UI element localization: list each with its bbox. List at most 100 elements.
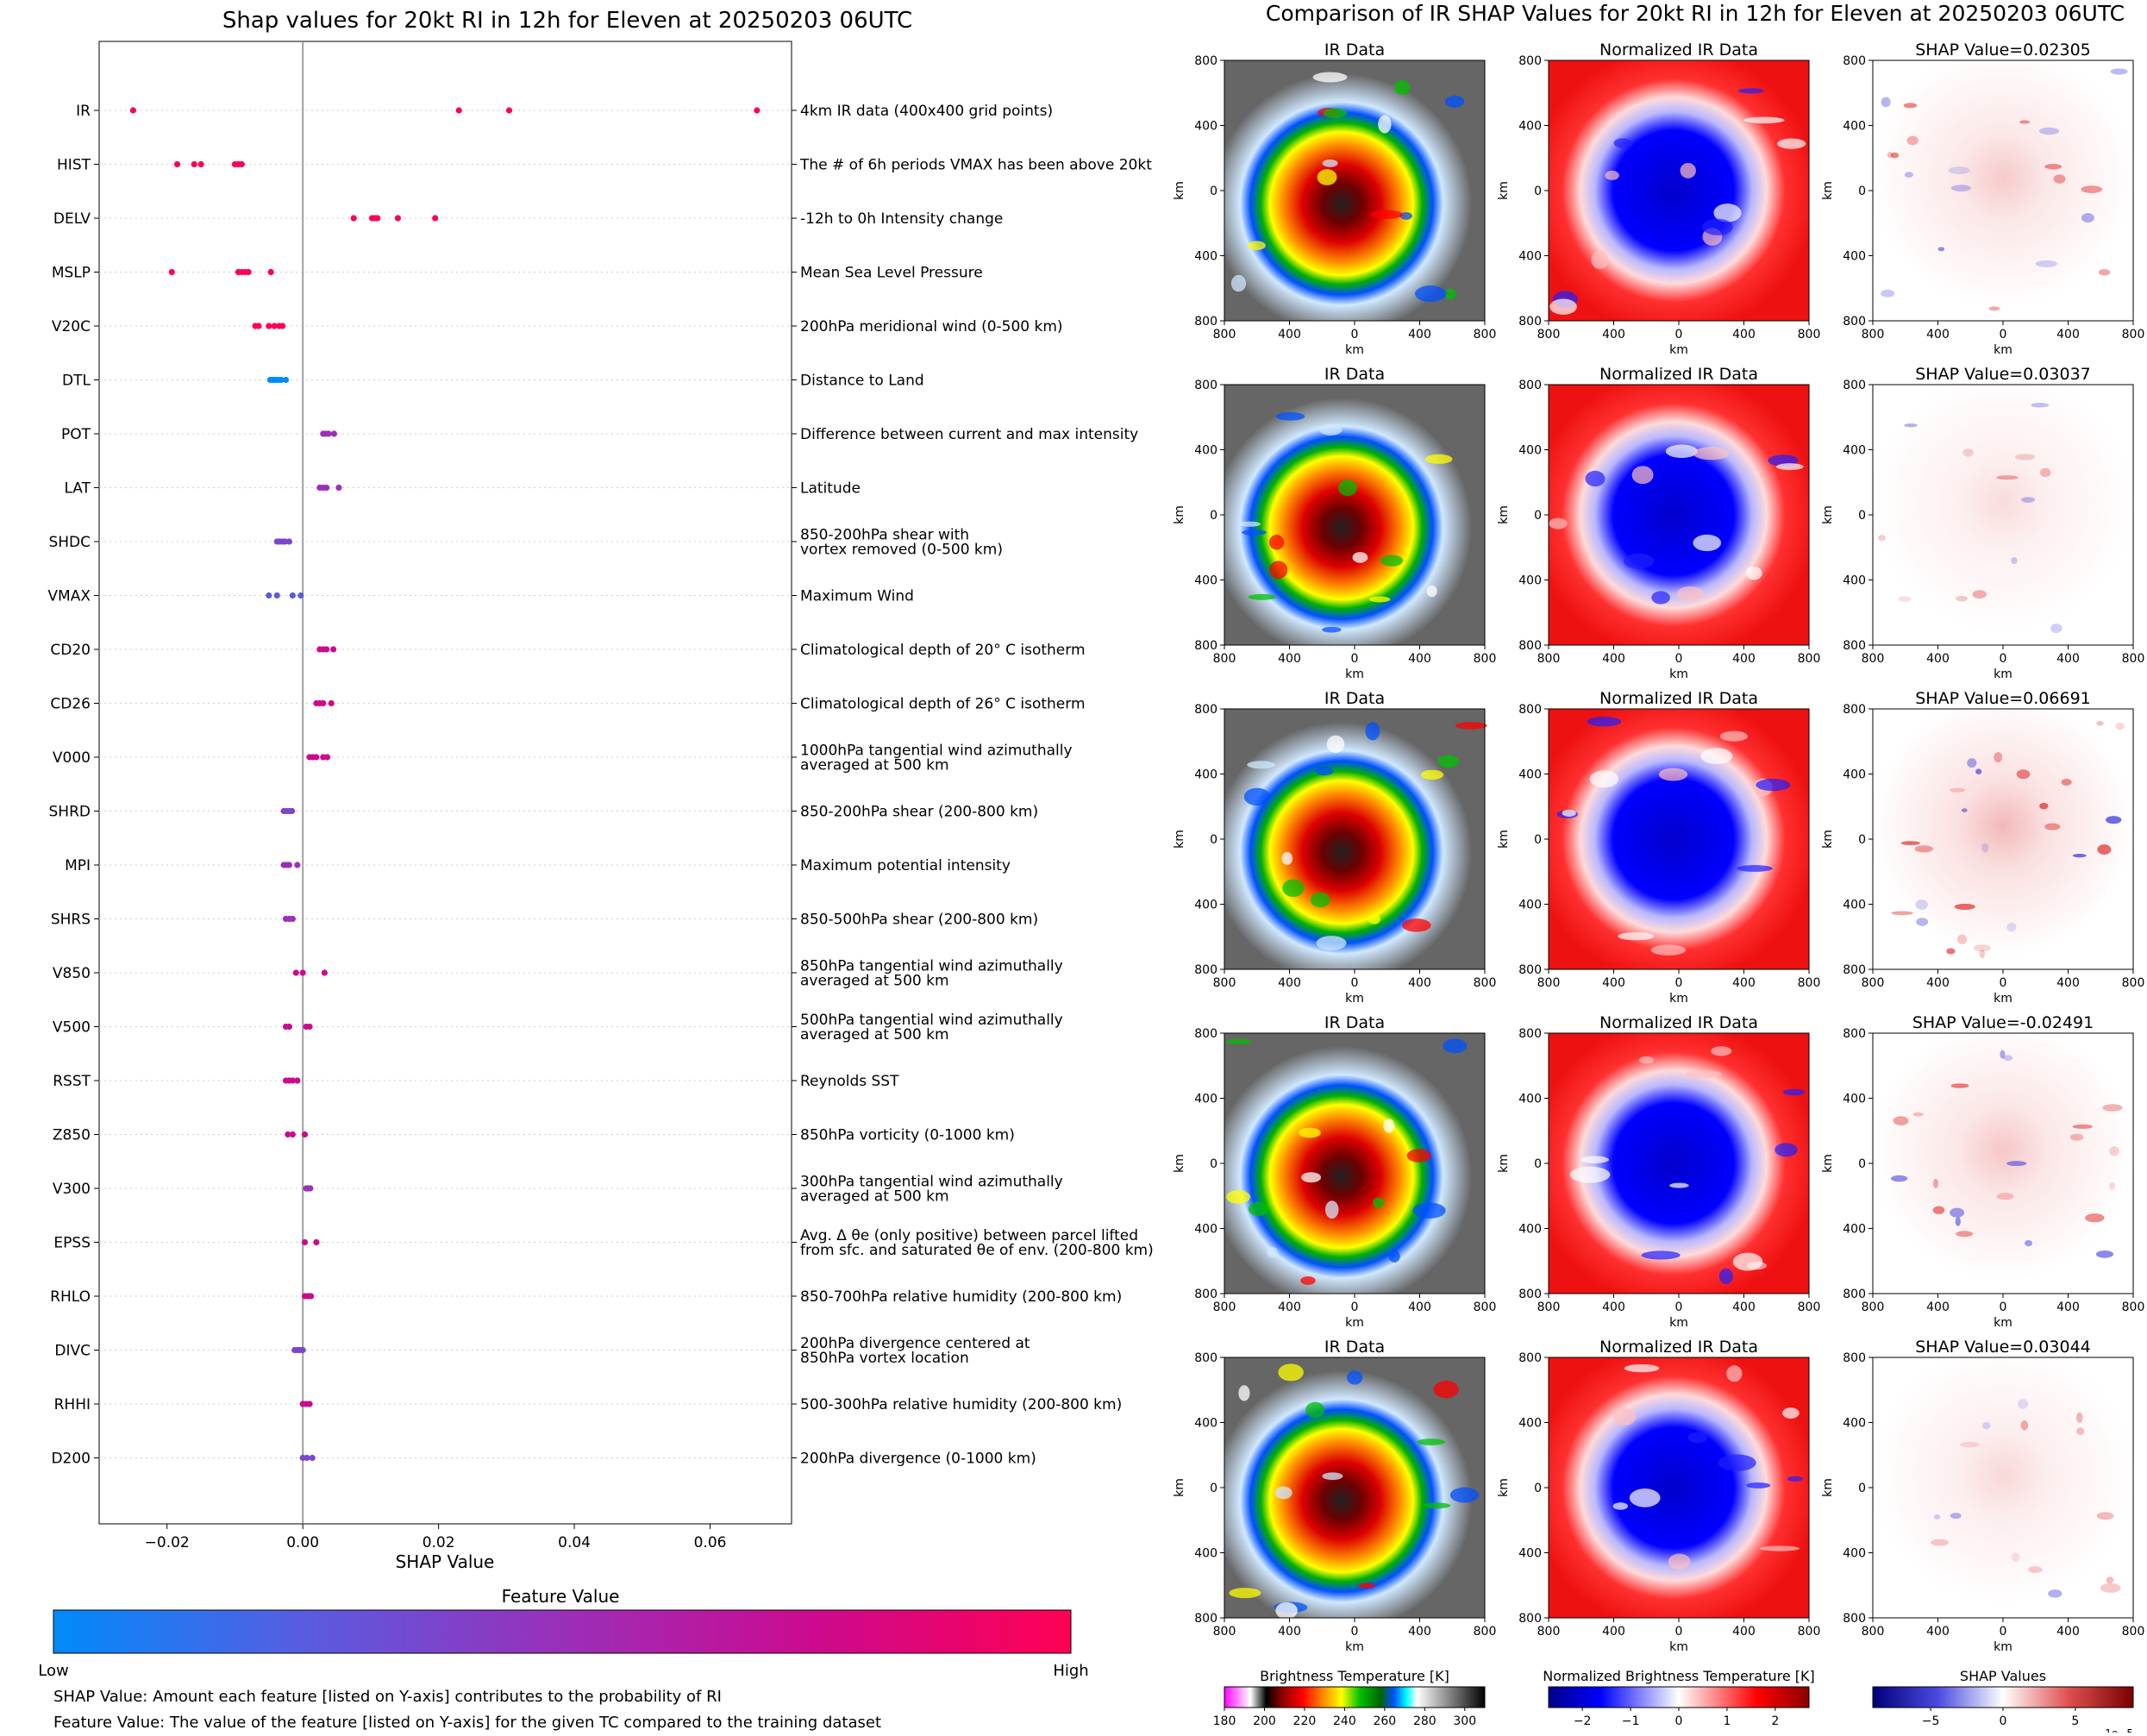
shap-panel-title: SHAP Value=0.03044 xyxy=(1915,1338,2091,1357)
shap-blob xyxy=(1904,172,1913,179)
xtick-label: 800 xyxy=(1798,328,1821,342)
feature-description: Difference between current and max inten… xyxy=(800,426,1138,443)
ytick-label: 400 xyxy=(1843,1093,1866,1106)
shap-point xyxy=(285,1023,293,1031)
feature-label: MPI xyxy=(65,857,91,874)
ir-cloud xyxy=(1406,1149,1431,1163)
panel-frame xyxy=(1548,384,1810,646)
ytick-label: 800 xyxy=(1843,639,1866,653)
feature-description: 200hPa divergence centered at xyxy=(800,1335,1030,1352)
shap-blob xyxy=(2109,1181,2116,1190)
colorbar-tick-label: −2 xyxy=(1574,1714,1592,1728)
ytick-label: 400 xyxy=(1518,1093,1542,1106)
feature-description: from sfc. and saturated θe of env. (200-… xyxy=(800,1242,1154,1259)
normalized-cloud xyxy=(1711,1046,1732,1056)
xtick-label: 800 xyxy=(2122,976,2145,990)
shap-point xyxy=(289,915,296,923)
shap-blob xyxy=(2075,1412,2083,1423)
feature-description: Climatological depth of 20° C isotherm xyxy=(800,642,1086,659)
xtick-label: 800 xyxy=(1213,652,1236,666)
ytick-label: 800 xyxy=(1194,1351,1217,1365)
colorbar-tick-label: 300 xyxy=(1453,1714,1476,1728)
xtick-label: 400 xyxy=(1926,652,1950,666)
shap-point xyxy=(278,376,285,384)
ytick-label: 400 xyxy=(1194,899,1217,912)
ytick-label: 800 xyxy=(1518,1612,1542,1626)
shap-point xyxy=(282,376,290,384)
ir-cloud xyxy=(1226,1038,1252,1044)
shap-blob xyxy=(2048,1589,2062,1598)
shap-blob xyxy=(1972,590,1987,599)
xaxis-label: km xyxy=(1994,1316,2012,1330)
shap-blob xyxy=(2044,823,2061,830)
yaxis-label: km xyxy=(1497,181,1511,200)
shap-point xyxy=(292,969,299,976)
shap-panel-title: SHAP Value=0.02305 xyxy=(1915,41,2091,60)
ytick-label: 400 xyxy=(1194,1223,1217,1237)
ytick-label: 800 xyxy=(1194,379,1217,392)
ytick-label: 400 xyxy=(1194,250,1217,264)
colorbar: SHAP Values −5 0 5 1e−5 xyxy=(1872,1668,2134,1736)
xtick-label: 0 xyxy=(1351,976,1359,990)
shap-point xyxy=(432,215,439,222)
shap-blob xyxy=(2061,778,2072,787)
yaxis-label: km xyxy=(1173,830,1186,849)
feature-label: POT xyxy=(61,426,91,443)
xtick-label: 400 xyxy=(1278,652,1301,666)
shap-blob xyxy=(1900,841,1920,846)
xtick-label: 400 xyxy=(1602,1625,1625,1639)
shap-blob xyxy=(1973,944,1991,952)
shap-blob xyxy=(1982,1421,1991,1430)
shap-blob xyxy=(1996,475,2019,480)
normalized-storm xyxy=(1549,60,1809,321)
feature-label: RHLO xyxy=(50,1288,91,1306)
colorbar-tick-label: 0 xyxy=(1675,1714,1683,1728)
ir-storm xyxy=(1224,385,1485,645)
xtick-label: 400 xyxy=(1732,976,1756,990)
shap-point xyxy=(350,215,357,222)
shap-blob xyxy=(2006,922,2017,932)
shap-blob xyxy=(1979,949,1986,959)
ir-cloud xyxy=(1278,1363,1304,1382)
ir-cloud xyxy=(1230,274,1247,292)
panel-frame xyxy=(1548,1032,1810,1294)
xtick-label: 800 xyxy=(1537,1300,1561,1314)
ytick-label: 0 xyxy=(1534,833,1542,847)
feature-description: The # of 6h periods VMAX has been above … xyxy=(799,157,1152,174)
yaxis-label: km xyxy=(1497,505,1511,524)
ir-cloud xyxy=(1347,1370,1363,1385)
shap-point xyxy=(299,1346,306,1354)
yaxis-label: km xyxy=(1173,1154,1186,1173)
normalized-cloud xyxy=(1732,1252,1763,1271)
shap-blob xyxy=(2031,403,2050,408)
normalized-cloud xyxy=(1591,250,1609,270)
shap-blob xyxy=(1906,135,1919,146)
feature-description: 850hPa vortex location xyxy=(800,1350,969,1367)
shap-blob xyxy=(2019,120,2031,124)
ir-cloud xyxy=(1426,585,1437,598)
xtick-label: 400 xyxy=(1926,1300,1950,1314)
normalized-cloud xyxy=(1668,1553,1691,1570)
shap-point xyxy=(197,160,204,168)
shap-blob xyxy=(2072,1124,2094,1129)
shap-blob xyxy=(1932,1206,1945,1215)
shap-point xyxy=(323,646,330,653)
feature-description: 850-500hPa shear (200-800 km) xyxy=(800,912,1038,929)
colorbar: Normalized Brightness Temperature [K] −2 −… xyxy=(1543,1668,1815,1728)
ir-storm xyxy=(1224,1033,1485,1294)
normalized-cloud xyxy=(1713,204,1742,222)
ytick-label: 400 xyxy=(1194,1547,1217,1561)
feature-label: V850 xyxy=(53,965,91,982)
ir-cloud xyxy=(1358,1582,1376,1589)
shap-point xyxy=(294,1077,301,1084)
ir-cloud xyxy=(1338,479,1357,497)
shap-point xyxy=(255,323,262,329)
ir-cloud xyxy=(1275,411,1305,421)
shap-point xyxy=(285,1131,291,1138)
colorbar-tick-label: 2 xyxy=(1771,1714,1779,1728)
feature-description: 850-200hPa shear with xyxy=(800,527,969,544)
ir-cloud xyxy=(1268,561,1288,580)
shap-point xyxy=(330,430,337,437)
ytick-label: 0 xyxy=(1858,1482,1866,1495)
